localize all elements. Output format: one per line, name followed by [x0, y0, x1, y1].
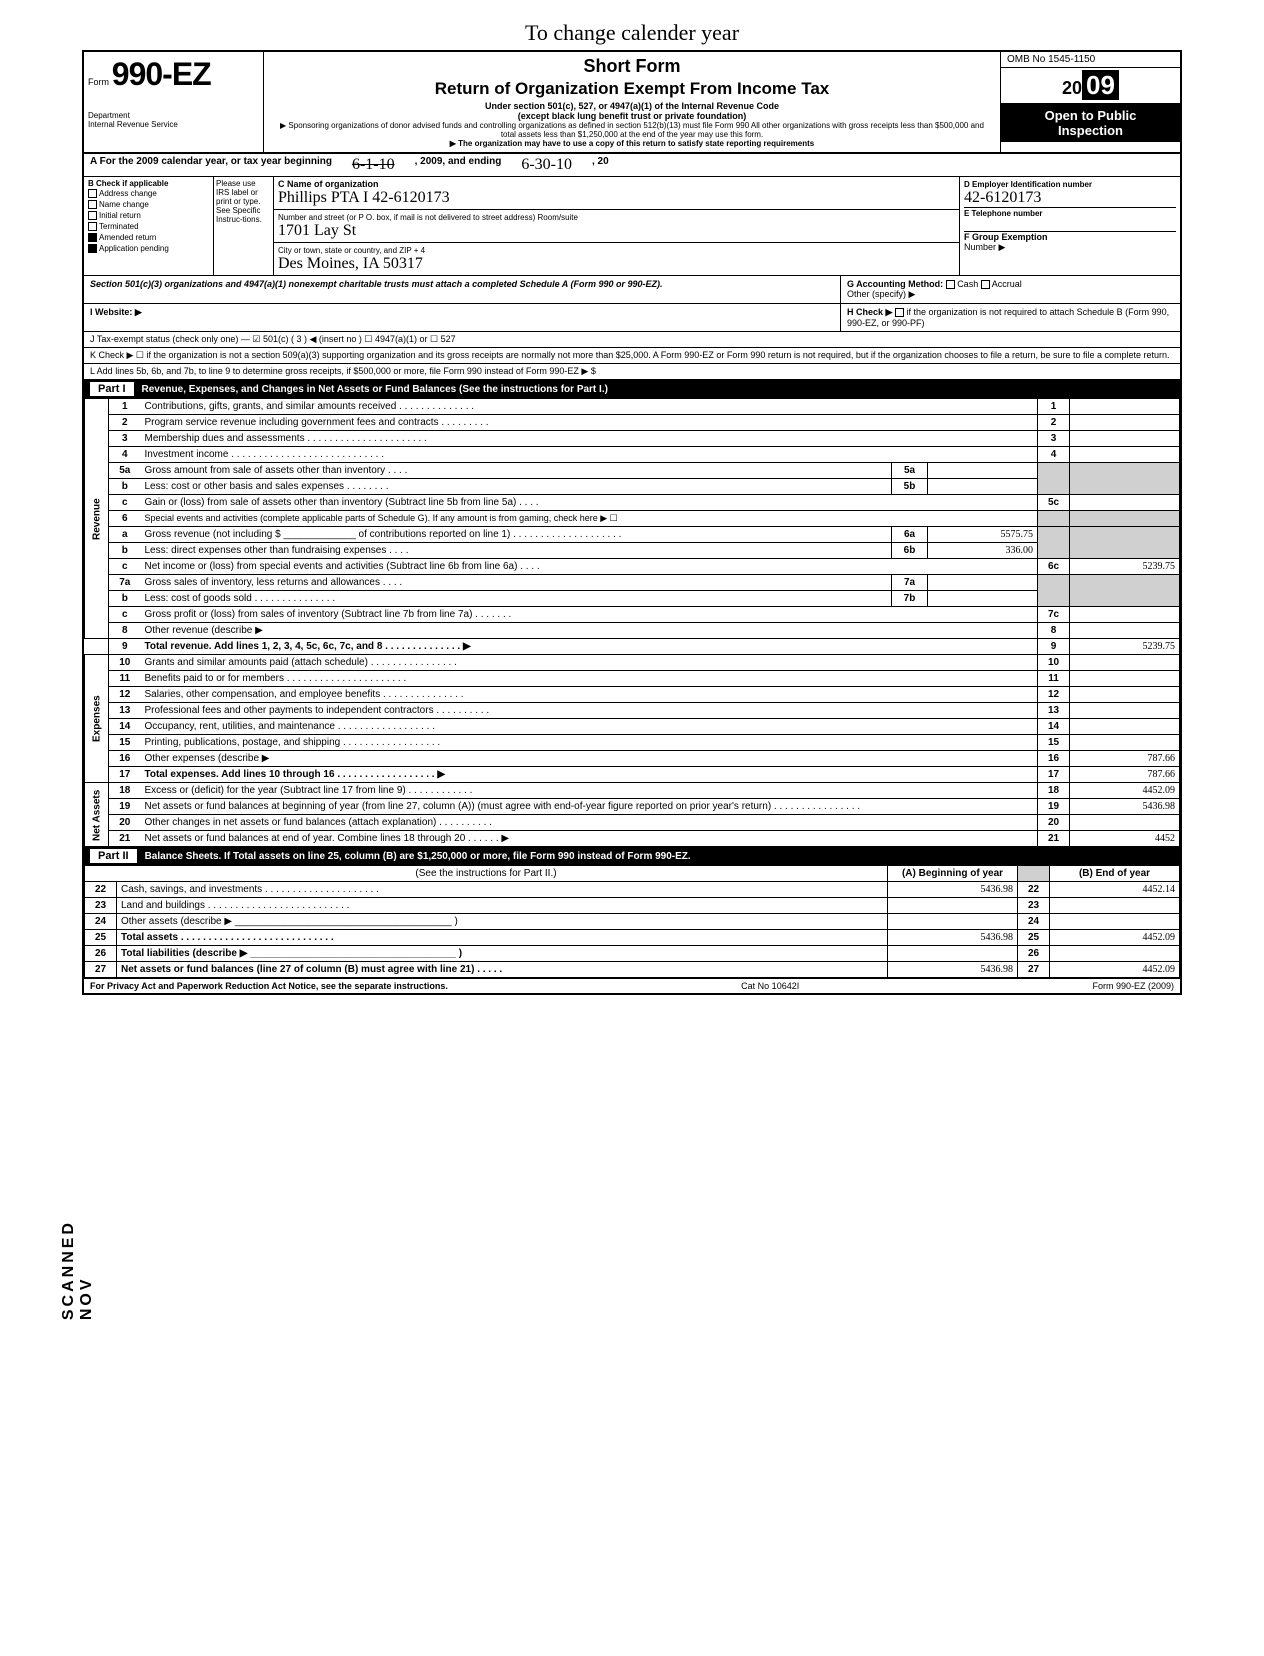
val-27b: 4452.09 — [1050, 962, 1180, 978]
copy-text: ▶ The organization may have to use a cop… — [272, 139, 992, 148]
form-footer: Form 990-EZ (2009) — [1092, 981, 1174, 991]
fg-row: Section 501(c)(3) organizations and 4947… — [84, 276, 1180, 304]
footer: For Privacy Act and Paperwork Reduction … — [84, 978, 1180, 993]
l-line-row: L Add lines 5b, 6b, and 7b, to line 9 to… — [84, 364, 1180, 380]
inspection: Inspection — [1005, 123, 1176, 138]
val-9: 5239.75 — [1070, 639, 1180, 655]
part2-instruction: (See the instructions for Part II.) — [85, 866, 888, 882]
part2-label: Part II — [90, 849, 137, 863]
form-header: Form 990-EZ Department Internal Revenue … — [84, 52, 1180, 154]
g-label: G Accounting Method: — [847, 279, 943, 289]
k-check-row: K Check ▶ ☐ if the organization is not a… — [84, 348, 1180, 364]
col-b-checkboxes: B Check if applicable Address change Nam… — [84, 177, 214, 275]
val-22b: 4452.14 — [1050, 882, 1180, 898]
part1-table: Revenue 1Contributions, gifts, grants, a… — [84, 398, 1180, 847]
col-a-header: (A) Beginning of year — [888, 866, 1018, 882]
side-netassets: Net Assets — [85, 783, 109, 847]
begin-date: 6-1-10 — [352, 156, 395, 174]
part1-header: Part I Revenue, Expenses, and Changes in… — [84, 380, 1180, 398]
h-label: H Check ▶ — [847, 307, 892, 317]
form-990ez-container: Form 990-EZ Department Internal Revenue … — [82, 50, 1182, 995]
check-terminated[interactable] — [88, 222, 97, 231]
ein: 42-6120173 — [964, 189, 1041, 206]
side-expenses: Expenses — [85, 655, 109, 783]
section-bcde: B Check if applicable Address change Nam… — [84, 177, 1180, 276]
check-accrual[interactable] — [981, 280, 990, 289]
row-a-suffix: , 20 — [592, 156, 609, 174]
form-number: 990-EZ — [112, 56, 211, 92]
part2-table: (See the instructions for Part II.) (A) … — [84, 865, 1180, 978]
check-cash[interactable] — [946, 280, 955, 289]
row-a-tax-year: A For the 2009 calendar year, or tax yea… — [84, 154, 1180, 177]
val-17: 787.66 — [1070, 767, 1180, 783]
org-name: Phillips PTA I 42-6120173 — [278, 189, 450, 206]
open-public: Open to Public — [1005, 108, 1176, 123]
address: 1701 Lay St — [278, 222, 356, 239]
row-a-mid: , 2009, and ending — [415, 156, 502, 174]
form-label: Form — [88, 77, 109, 87]
e-label: E Telephone number — [964, 209, 1043, 218]
part1-title: Revenue, Expenses, and Changes in Net As… — [142, 384, 608, 395]
handwritten-note: To change calender year — [20, 20, 1244, 46]
check-initial[interactable] — [88, 211, 97, 220]
h-row: I Website: ▶ H Check ▶ if the organizati… — [84, 304, 1180, 332]
check-address[interactable] — [88, 189, 97, 198]
check-amended[interactable] — [88, 233, 97, 242]
val-22a: 5436.98 — [888, 882, 1018, 898]
val-6b: 336.00 — [928, 543, 1038, 559]
c-label: C Name of organization — [278, 179, 379, 189]
scanned-stamp: SCANNED NOV — [60, 1220, 96, 1320]
please-use-label: Please use IRS label or print or type. S… — [214, 177, 274, 275]
subtitle1: Under section 501(c), 527, or 4947(a)(1)… — [272, 101, 992, 111]
department-label: Department — [88, 111, 259, 120]
val-27a: 5436.98 — [888, 962, 1018, 978]
irs-label: Internal Revenue Service — [88, 120, 259, 129]
val-25a: 5436.98 — [888, 930, 1018, 946]
end-date: 6-30-10 — [521, 156, 572, 174]
val-18: 4452.09 — [1070, 783, 1180, 799]
tax-year: 20200909 — [1001, 68, 1180, 104]
val-21: 4452 — [1070, 831, 1180, 847]
section-501c3-text: Section 501(c)(3) organizations and 4947… — [90, 279, 834, 289]
sponsor-text: ▶ Sponsoring organizations of donor advi… — [272, 121, 992, 139]
b-label: B Check if applicable — [88, 179, 209, 188]
cat-number: Cat No 10642I — [741, 981, 799, 991]
privacy-notice: For Privacy Act and Paperwork Reduction … — [90, 981, 448, 991]
g-other: Other (specify) ▶ — [847, 289, 915, 299]
val-6a: 5575.75 — [928, 527, 1038, 543]
tax-exempt-row: J Tax-exempt status (check only one) — ☑… — [84, 332, 1180, 348]
check-pending[interactable] — [88, 244, 97, 253]
website-label: I Website: ▶ — [90, 307, 142, 317]
val-25b: 4452.09 — [1050, 930, 1180, 946]
d-label: D Employer Identification number — [964, 180, 1092, 189]
part2-header: Part II Balance Sheets. If Total assets … — [84, 847, 1180, 865]
val-6c: 5239.75 — [1070, 559, 1180, 575]
addr-label: Number and street (or P O. box, if mail … — [278, 213, 578, 222]
side-revenue: Revenue — [85, 399, 109, 639]
check-h[interactable] — [895, 308, 904, 317]
val-16: 787.66 — [1070, 751, 1180, 767]
city-label: City or town, state or country, and ZIP … — [278, 246, 425, 255]
col-b-header: (B) End of year — [1050, 866, 1180, 882]
f-label: F Group Exemption — [964, 232, 1048, 242]
check-name[interactable] — [88, 200, 97, 209]
short-form-label: Short Form — [272, 56, 992, 77]
city: Des Moines, IA 50317 — [278, 255, 423, 272]
omb-number: OMB No 1545-1150 — [1001, 52, 1180, 68]
subtitle2: (except black lung benefit trust or priv… — [272, 111, 992, 121]
part2-title: Balance Sheets. If Total assets on line … — [145, 851, 691, 862]
row-a-label: A For the 2009 calendar year, or tax yea… — [90, 156, 332, 174]
f-number: Number ▶ — [964, 242, 1005, 252]
val-19: 5436.98 — [1070, 799, 1180, 815]
return-title: Return of Organization Exempt From Incom… — [272, 79, 992, 99]
part1-label: Part I — [90, 382, 134, 396]
